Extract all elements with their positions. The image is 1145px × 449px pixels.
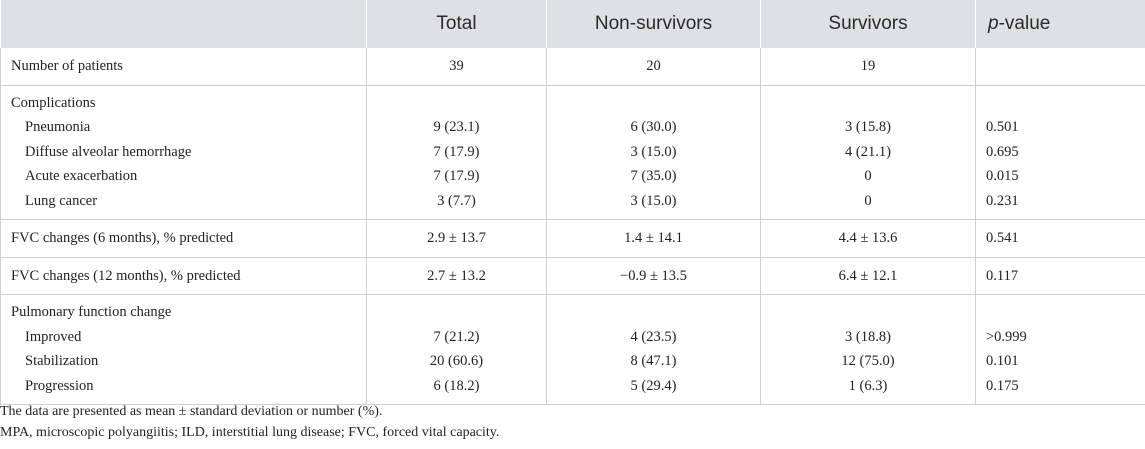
header-p-rest: -value [998, 13, 1051, 34]
footnote-abbreviations: MPA, microscopic polyangiitis; ILD, inte… [0, 425, 500, 440]
cell-survivors: 1 (6.3) [760, 373, 976, 405]
header-non-survivors: Non-survivors [546, 0, 761, 48]
row-label: FVC changes (12 months), % predicted [0, 257, 367, 295]
table-row: Progression 6 (18.2) 5 (29.4) 1 (6.3) 0.… [0, 373, 1145, 405]
cell-p-value: >0.999 [975, 324, 1145, 349]
footnote-data-presentation: The data are presented as mean ± standar… [0, 404, 383, 419]
cell-p-value: 0.501 [975, 115, 1145, 140]
cell-p-value: 0.231 [975, 188, 1145, 220]
cell-non-survivors: 7 (35.0) [546, 164, 761, 189]
row-label: FVC changes (6 months), % predicted [0, 219, 367, 257]
cell-survivors: 12 (75.0) [760, 349, 976, 374]
row-label: Improved [0, 324, 367, 349]
cell-total: 7 (21.2) [366, 324, 547, 349]
cell-survivors: 6.4 ± 12.1 [760, 257, 976, 295]
table-row: Pulmonary function change [0, 294, 1145, 325]
cell-survivors: 4.4 ± 13.6 [760, 219, 976, 257]
row-label: Stabilization [0, 349, 367, 374]
cell-non-survivors: 3 (15.0) [546, 188, 761, 220]
row-label: Lung cancer [0, 188, 367, 220]
cell-non-survivors: 20 [546, 48, 761, 85]
header-total: Total [366, 0, 547, 48]
cell-total: 3 (7.7) [366, 188, 547, 220]
cell-total: 7 (17.9) [366, 139, 547, 164]
cell-p-value: 0.695 [975, 139, 1145, 164]
row-label: Pulmonary function change [0, 294, 367, 325]
row-label: Pneumonia [0, 115, 367, 140]
row-label: Number of patients [0, 48, 367, 85]
header-label [0, 0, 367, 48]
table-row: Acute exacerbation 7 (17.9) 7 (35.0) 0 0… [0, 164, 1145, 189]
cell-p-value: 0.101 [975, 349, 1145, 374]
table-row: Number of patients 39 20 19 [0, 48, 1145, 85]
cell-non-survivors: 8 (47.1) [546, 349, 761, 374]
cell-survivors: 0 [760, 188, 976, 220]
cell-non-survivors: −0.9 ± 13.5 [546, 257, 761, 295]
header-row: Total Non-survivors Survivors p-value [0, 0, 1145, 48]
cell-non-survivors: 3 (15.0) [546, 139, 761, 164]
table-row: FVC changes (12 months), % predicted 2.7… [0, 257, 1145, 295]
cell-non-survivors: 5 (29.4) [546, 373, 761, 405]
cell-total: 39 [366, 48, 547, 85]
cell-p-value: 0.175 [975, 373, 1145, 405]
cell-p-value: 0.117 [975, 257, 1145, 295]
header-survivors: Survivors [760, 0, 976, 48]
cell-total: 6 (18.2) [366, 373, 547, 405]
cell-survivors: 0 [760, 164, 976, 189]
cell-survivors: 19 [760, 48, 976, 85]
cell-total: 9 (23.1) [366, 115, 547, 140]
table-row: Complications [0, 85, 1145, 115]
cell-total: 2.7 ± 13.2 [366, 257, 547, 295]
cell-p-value: 0.541 [975, 219, 1145, 257]
row-label: Acute exacerbation [0, 164, 367, 189]
row-label: Complications [0, 85, 367, 115]
cell-p-value [975, 48, 1145, 85]
cell-non-survivors: 4 (23.5) [546, 324, 761, 349]
table-row: Improved 7 (21.2) 4 (23.5) 3 (18.8) >0.9… [0, 324, 1145, 349]
cell-total: 20 (60.6) [366, 349, 547, 374]
header-p-italic: p [988, 13, 999, 34]
footnotes: The data are presented as mean ± standar… [0, 401, 499, 443]
cell-survivors: 4 (21.1) [760, 139, 976, 164]
cell-non-survivors: 1.4 ± 14.1 [546, 219, 761, 257]
row-label: Diffuse alveolar hemorrhage [0, 139, 367, 164]
table-row: Stabilization 20 (60.6) 8 (47.1) 12 (75.… [0, 349, 1145, 374]
cell-total: 7 (17.9) [366, 164, 547, 189]
row-label: Progression [0, 373, 367, 405]
header-p-value: p-value [976, 0, 1145, 48]
table-row: FVC changes (6 months), % predicted 2.9 … [0, 219, 1145, 257]
cell-p-value: 0.015 [975, 164, 1145, 189]
cell-non-survivors: 6 (30.0) [546, 115, 761, 140]
table-row: Lung cancer 3 (7.7) 3 (15.0) 0 0.231 [0, 188, 1145, 220]
table-row: Diffuse alveolar hemorrhage 7 (17.9) 3 (… [0, 139, 1145, 164]
cell-total: 2.9 ± 13.7 [366, 219, 547, 257]
data-table: Total Non-survivors Survivors p-value Nu… [0, 0, 1145, 405]
table-row: Pneumonia 9 (23.1) 6 (30.0) 3 (15.8) 0.5… [0, 115, 1145, 140]
cell-survivors: 3 (18.8) [760, 324, 976, 349]
cell-survivors: 3 (15.8) [760, 115, 976, 140]
